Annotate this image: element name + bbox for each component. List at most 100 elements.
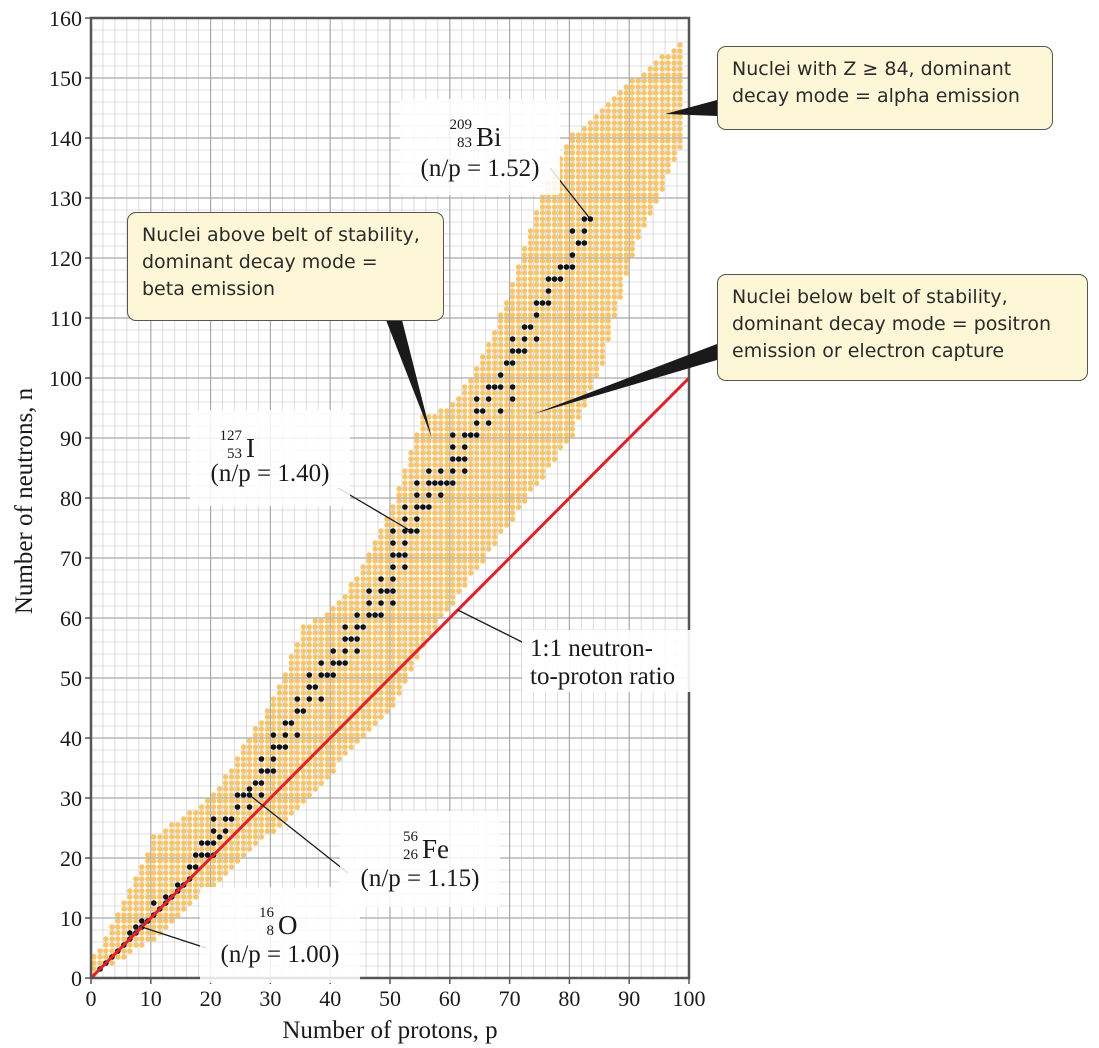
known-nucleus-dot [318,714,324,720]
known-nucleus-dot [617,186,623,192]
known-nucleus-dot [390,702,396,708]
x-tick-label: 40 [319,986,341,1011]
known-nucleus-dot [258,816,265,822]
known-nucleus-dot [181,828,187,834]
known-nucleus-dot [276,750,283,756]
known-nucleus-dot [372,624,378,630]
known-nucleus-dot [408,534,414,540]
known-nucleus-dot [653,84,659,90]
y-tick-label: 50 [60,666,82,691]
known-nucleus-dot [414,576,420,582]
known-nucleus-dot [497,378,504,384]
known-nucleus-dot [605,330,611,336]
known-nucleus-dot [474,486,480,492]
known-nucleus-dot [474,468,480,474]
known-nucleus-dot [515,366,522,372]
known-nucleus-dot [330,630,336,636]
known-nucleus-dot [366,558,372,564]
known-nucleus-dot [509,300,516,306]
known-nucleus-dot [647,102,653,108]
known-nucleus-dot [671,60,677,66]
known-nucleus-dot [545,402,552,408]
known-nucleus-dot [485,408,492,414]
known-nucleus-dot [240,762,247,768]
known-nucleus-dot [521,420,528,426]
known-nucleus-dot [503,426,510,432]
known-nucleus-dot [503,324,510,330]
known-nucleus-dot [569,246,576,252]
known-nucleus-dot [306,750,312,756]
known-nucleus-dot [551,204,558,210]
stable-nucleus-dot [282,744,289,750]
known-nucleus-dot [181,894,187,900]
known-nucleus-dot [635,102,641,108]
known-nucleus-dot [497,324,504,330]
known-nucleus-dot [569,390,576,396]
known-nucleus-dot [611,120,617,126]
stable-nucleus-dot [390,552,396,558]
known-nucleus-dot [503,492,510,498]
known-nucleus-dot [396,624,402,630]
known-nucleus-dot [659,90,665,96]
known-nucleus-dot [175,876,181,882]
known-nucleus-dot [515,264,522,270]
known-nucleus-dot [599,228,605,234]
known-nucleus-dot [629,252,635,258]
known-nucleus-dot [665,120,671,126]
known-nucleus-dot [563,282,570,288]
mass-number: 209 [450,117,473,133]
known-nucleus-dot [462,474,468,480]
known-nucleus-dot [252,768,259,774]
known-nucleus-dot [426,510,432,516]
known-nucleus-dot [300,648,306,654]
known-nucleus-dot [617,282,623,288]
known-nucleus-dot [402,642,408,648]
known-nucleus-dot [324,654,330,660]
known-nucleus-dot [163,858,169,864]
known-nucleus-dot [348,600,354,606]
known-nucleus-dot [569,324,576,330]
known-nucleus-dot [462,480,468,486]
known-nucleus-dot [366,570,372,576]
known-nucleus-dot [635,108,641,114]
known-nucleus-dot [599,138,605,144]
known-nucleus-dot [515,396,522,402]
known-nucleus-dot [474,528,480,534]
known-nucleus-dot [491,534,498,540]
known-nucleus-dot [617,234,623,240]
known-nucleus-dot [402,546,408,552]
known-nucleus-dot [515,276,522,282]
known-nucleus-dot [623,138,629,144]
known-nucleus-dot [647,144,653,150]
known-nucleus-dot [288,756,295,762]
known-nucleus-dot [599,216,605,222]
known-nucleus-dot [342,594,348,600]
known-nucleus-dot [515,420,522,426]
known-nucleus-dot [480,378,486,384]
known-nucleus-dot [420,468,426,474]
known-nucleus-dot [593,150,600,156]
known-nucleus-dot [438,588,444,594]
known-nucleus-dot [282,678,289,684]
known-nucleus-dot [372,636,378,642]
known-nucleus-dot [653,150,659,156]
known-nucleus-dot [360,606,366,612]
stable-nucleus-dot [485,384,492,390]
known-nucleus-dot [563,384,570,390]
known-nucleus-dot [527,342,534,348]
known-nucleus-dot [641,126,647,132]
known-nucleus-dot [635,126,641,132]
known-nucleus-dot [450,462,456,468]
known-nucleus-dot [623,204,629,210]
known-nucleus-dot [599,360,605,366]
known-nucleus-dot [330,768,336,774]
known-nucleus-dot [300,780,306,786]
known-nucleus-dot [527,444,534,450]
known-nucleus-dot [366,648,372,654]
known-nucleus-dot [169,900,175,906]
known-nucleus-dot [611,282,617,288]
known-nucleus-dot [240,798,247,804]
known-nucleus-dot [569,156,576,162]
known-nucleus-dot [348,642,354,648]
